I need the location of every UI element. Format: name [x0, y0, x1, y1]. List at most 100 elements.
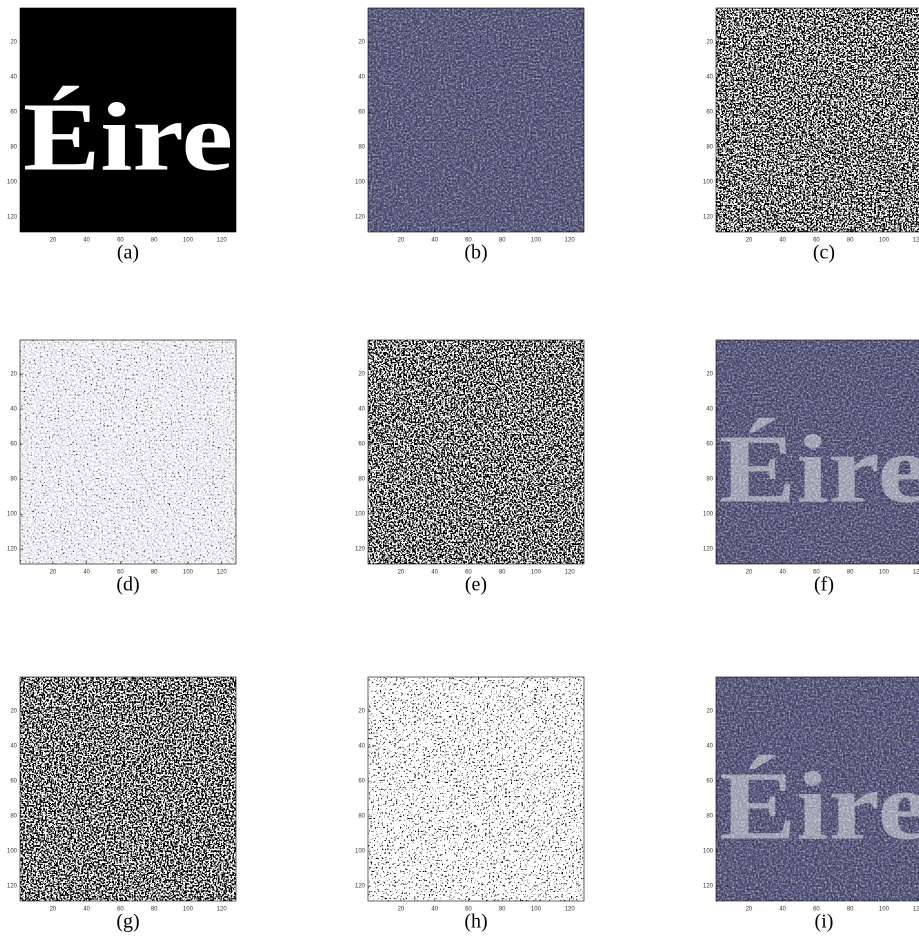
x-tick-label: 20 — [50, 570, 57, 576]
x-tick-label: 100 — [879, 907, 890, 913]
x-tick-label: 80 — [499, 238, 506, 244]
y-tick-label: 100 — [7, 849, 18, 855]
x-tick-label: 120 — [913, 907, 919, 913]
y-tick-label: 20 — [706, 40, 713, 46]
y-tick-label: 20 — [706, 372, 713, 378]
x-tick-label: 80 — [151, 570, 158, 576]
y-tick-label: 40 — [10, 75, 17, 81]
x-tick-label: 120 — [217, 570, 228, 576]
caption: (d) — [116, 574, 139, 596]
x-tick-label: 80 — [847, 907, 854, 913]
x-tick-label: 100 — [531, 907, 542, 913]
x-tick-label: 20 — [398, 238, 405, 244]
image — [368, 677, 584, 901]
y-tick-label: 20 — [10, 40, 17, 46]
x-tick-label: 20 — [746, 238, 753, 244]
y-tick-label: 60 — [358, 442, 365, 448]
x-tick-label: 40 — [779, 907, 786, 913]
image-text: Éire — [719, 415, 919, 523]
y-tick-label: 120 — [703, 215, 714, 221]
image — [716, 8, 919, 232]
y-tick-label: 100 — [355, 180, 366, 186]
x-tick-label: 20 — [746, 570, 753, 576]
panel: Éire2040608010012020406080100120(i) — [703, 677, 919, 933]
x-tick-label: 40 — [779, 570, 786, 576]
y-tick-label: 120 — [355, 547, 366, 553]
x-tick-label: 80 — [847, 238, 854, 244]
caption: (e) — [465, 574, 487, 596]
y-tick-label: 120 — [7, 215, 18, 221]
x-tick-label: 40 — [431, 570, 438, 576]
image — [20, 677, 236, 901]
x-tick-label: 40 — [83, 238, 90, 244]
y-tick-label: 80 — [358, 477, 365, 483]
x-tick-label: 100 — [183, 238, 194, 244]
y-tick-label: 40 — [10, 744, 17, 750]
x-tick-label: 20 — [398, 570, 405, 576]
y-tick-label: 40 — [358, 75, 365, 81]
x-tick-label: 100 — [183, 570, 194, 576]
x-tick-label: 120 — [217, 238, 228, 244]
image — [368, 8, 584, 232]
y-tick-label: 20 — [358, 709, 365, 715]
caption: (a) — [117, 242, 139, 264]
caption: (f) — [814, 574, 834, 596]
y-tick-label: 60 — [10, 779, 17, 785]
y-tick-label: 60 — [358, 779, 365, 785]
y-tick-label: 40 — [358, 744, 365, 750]
y-tick-label: 20 — [358, 40, 365, 46]
caption: (c) — [813, 242, 835, 264]
y-tick-label: 100 — [7, 180, 18, 186]
x-tick-label: 120 — [913, 238, 919, 244]
y-tick-label: 20 — [10, 709, 17, 715]
y-tick-label: 80 — [358, 145, 365, 151]
caption: (b) — [464, 242, 487, 264]
y-tick-label: 80 — [706, 814, 713, 820]
x-tick-label: 120 — [565, 907, 576, 913]
x-tick-label: 100 — [879, 238, 890, 244]
image-text: Éire — [23, 83, 233, 191]
caption: (h) — [464, 911, 487, 933]
y-tick-label: 40 — [706, 407, 713, 413]
x-tick-label: 80 — [151, 238, 158, 244]
y-tick-label: 80 — [10, 477, 17, 483]
y-tick-label: 100 — [703, 180, 714, 186]
y-tick-label: 20 — [10, 372, 17, 378]
x-tick-label: 40 — [431, 907, 438, 913]
x-tick-label: 40 — [431, 238, 438, 244]
y-tick-label: 100 — [7, 512, 18, 518]
x-tick-label: 100 — [531, 238, 542, 244]
y-tick-label: 120 — [355, 215, 366, 221]
y-tick-label: 80 — [706, 145, 713, 151]
y-tick-label: 80 — [706, 477, 713, 483]
y-tick-label: 120 — [355, 884, 366, 890]
y-tick-label: 100 — [355, 849, 366, 855]
x-tick-label: 40 — [83, 570, 90, 576]
y-tick-label: 80 — [10, 145, 17, 151]
image — [368, 340, 584, 564]
y-tick-label: 60 — [358, 110, 365, 116]
caption: (g) — [116, 911, 139, 933]
y-tick-label: 120 — [703, 884, 714, 890]
y-tick-label: 120 — [703, 547, 714, 553]
y-tick-label: 80 — [358, 814, 365, 820]
y-tick-label: 120 — [7, 884, 18, 890]
y-tick-label: 120 — [7, 547, 18, 553]
x-tick-label: 100 — [183, 907, 194, 913]
y-tick-label: 60 — [10, 110, 17, 116]
x-tick-label: 100 — [879, 570, 890, 576]
x-tick-label: 20 — [50, 907, 57, 913]
x-tick-label: 120 — [565, 238, 576, 244]
y-tick-label: 100 — [703, 849, 714, 855]
y-tick-label: 100 — [703, 512, 714, 518]
x-tick-label: 40 — [83, 907, 90, 913]
page: Éire 20 40 60 80 100 120 20 40 60 80 100 120 (a) 20 40 6… — [0, 0, 919, 948]
y-tick-label: 80 — [10, 814, 17, 820]
image — [20, 340, 236, 564]
y-tick-label: 40 — [706, 75, 713, 81]
